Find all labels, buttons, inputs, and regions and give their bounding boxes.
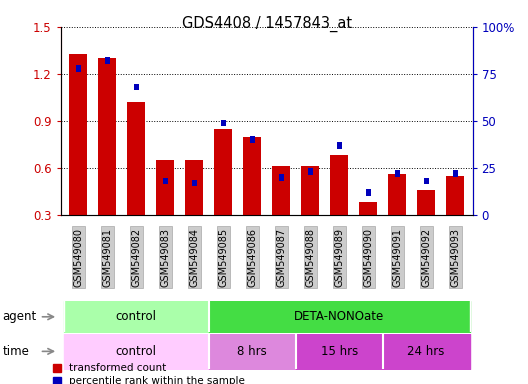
Text: GSM549087: GSM549087 (276, 228, 286, 287)
Bar (389, 174, 406, 215)
Bar (331, 156, 348, 215)
Text: GSM549081: GSM549081 (102, 228, 112, 287)
Bar (423, 178, 429, 184)
Bar (243, 137, 261, 215)
Bar (163, 178, 168, 184)
Bar (221, 119, 226, 126)
Bar (69, 53, 87, 215)
Bar (98, 58, 116, 215)
Text: GSM549089: GSM549089 (334, 228, 344, 287)
Text: GSM549093: GSM549093 (450, 228, 460, 287)
Bar (447, 176, 464, 215)
Bar (185, 160, 203, 215)
Text: GSM549085: GSM549085 (218, 228, 228, 287)
Bar (192, 180, 197, 186)
Text: GSM549080: GSM549080 (73, 228, 83, 287)
Text: time: time (3, 345, 30, 358)
Text: GSM549088: GSM549088 (305, 228, 315, 287)
Text: GSM549092: GSM549092 (421, 228, 431, 287)
Legend: transformed count, percentile rank within the sample: transformed count, percentile rank withi… (53, 363, 246, 384)
Text: agent: agent (3, 310, 37, 323)
Text: GSM549084: GSM549084 (189, 228, 199, 287)
Bar (394, 170, 400, 177)
Bar (250, 136, 254, 143)
Bar (365, 189, 371, 196)
Bar (336, 142, 342, 149)
Bar (418, 190, 435, 215)
Text: DETA-NONOate: DETA-NONOate (294, 310, 384, 323)
Bar (127, 102, 145, 215)
Text: 15 hrs: 15 hrs (320, 345, 358, 358)
Bar (76, 65, 81, 71)
Text: control: control (116, 310, 157, 323)
Text: GSM549082: GSM549082 (131, 228, 141, 287)
Text: GSM549090: GSM549090 (363, 228, 373, 287)
Bar (452, 170, 458, 177)
Bar (134, 84, 139, 90)
Bar (307, 169, 313, 175)
Text: GSM549091: GSM549091 (392, 228, 402, 287)
Bar (272, 166, 290, 215)
Bar (360, 202, 377, 215)
Bar (156, 160, 174, 215)
Bar (279, 174, 284, 181)
Text: GSM549083: GSM549083 (160, 228, 170, 287)
Text: GSM549086: GSM549086 (247, 228, 257, 287)
Text: GDS4408 / 1457843_at: GDS4408 / 1457843_at (182, 15, 352, 31)
Bar (214, 129, 232, 215)
Bar (105, 58, 110, 64)
Text: 24 hrs: 24 hrs (408, 345, 445, 358)
Text: control: control (116, 345, 157, 358)
Bar (301, 166, 319, 215)
Text: 8 hrs: 8 hrs (237, 345, 267, 358)
